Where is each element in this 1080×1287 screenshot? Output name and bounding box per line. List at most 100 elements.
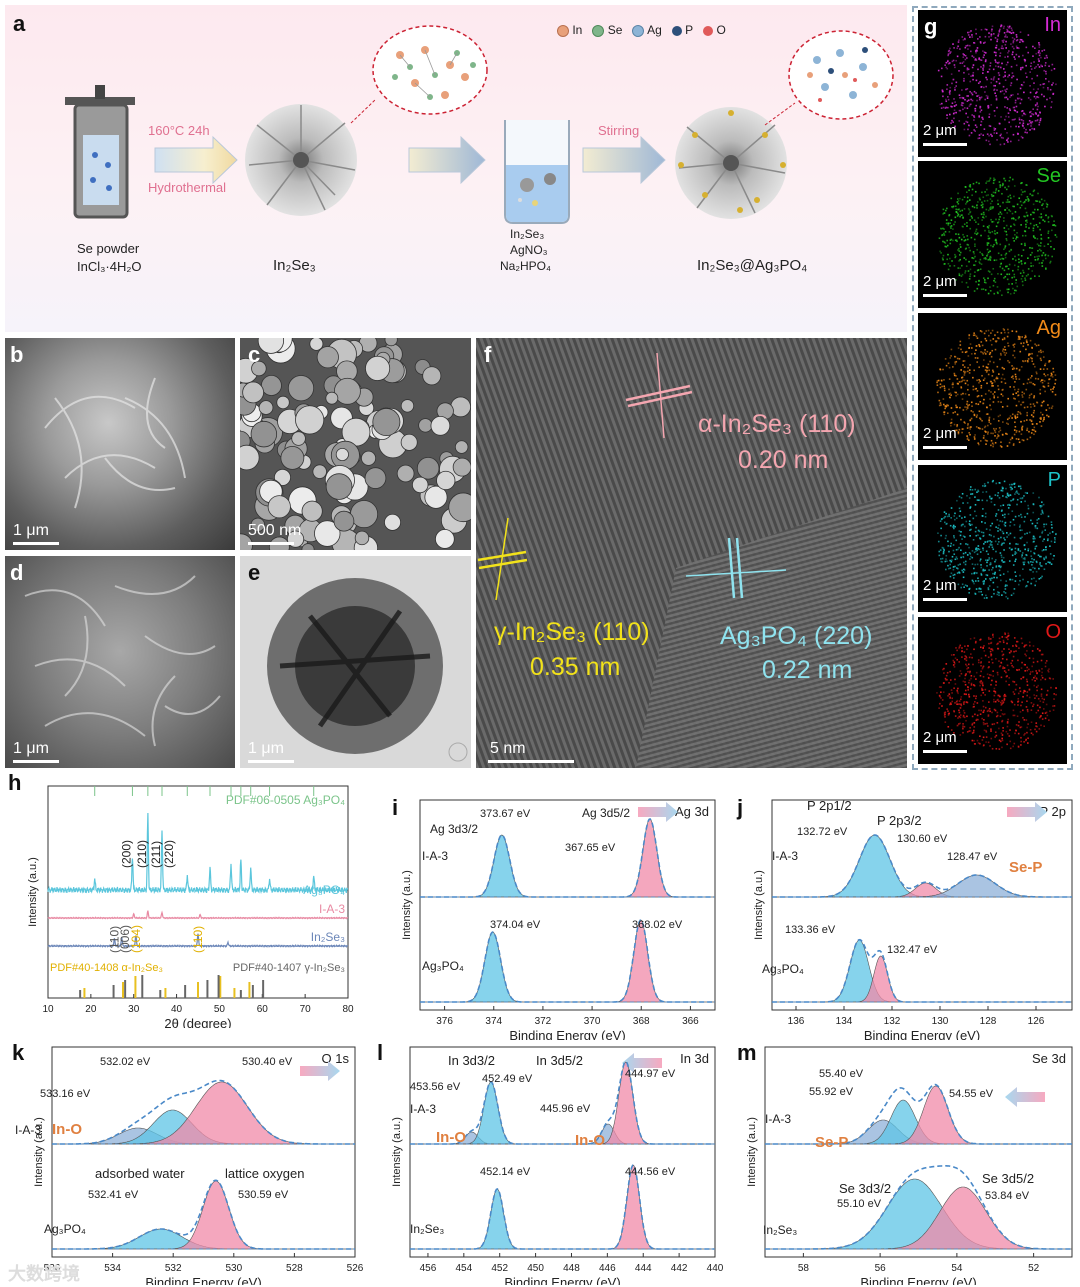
eds-dot (996, 106, 998, 109)
eds-dot (1032, 194, 1034, 197)
eds-dot (1050, 540, 1053, 543)
eds-dot (952, 577, 955, 579)
eds-dot (1011, 365, 1013, 367)
eds-dot (1030, 115, 1032, 118)
eds-dot (989, 404, 991, 407)
eds-dot (997, 415, 1000, 418)
eds-dot (1052, 705, 1054, 707)
eds-dot (979, 588, 982, 590)
eds-dot (968, 124, 970, 127)
shift-arrow (622, 1053, 662, 1073)
eds-dot (1019, 711, 1022, 713)
eds-dot (991, 349, 994, 352)
eds-dot (966, 88, 969, 90)
eds-dot (1033, 552, 1036, 555)
eds-dot (950, 418, 953, 421)
eds-dot (991, 207, 994, 210)
eds-dot (952, 228, 954, 230)
eds-scale-label: 2 μm (923, 577, 957, 594)
eds-dot (982, 225, 985, 227)
eds-dot (968, 681, 970, 684)
legend-in: In (557, 23, 582, 37)
eds-dot (1033, 128, 1036, 131)
eds-dot (1018, 117, 1021, 119)
eds-dot (975, 678, 977, 680)
eds-dot (938, 554, 941, 557)
eds-dot (966, 121, 969, 124)
eds-dot (956, 425, 958, 428)
eds-dot (974, 190, 977, 193)
eds-dot (971, 732, 974, 734)
eds-dot (988, 533, 991, 536)
eds-dot (976, 714, 979, 717)
eds-dot (1052, 82, 1054, 84)
eds-dot (1028, 381, 1031, 384)
eds-dot (1029, 377, 1032, 379)
eds-dot (978, 343, 980, 346)
eds-dot (1045, 711, 1048, 714)
eds-dot (993, 230, 996, 232)
eds-dot (1018, 369, 1021, 372)
eds-dot (1003, 269, 1006, 272)
xps-label: Se-P (815, 1134, 848, 1151)
eds-dot (1020, 182, 1022, 185)
eds-dot (1017, 338, 1020, 341)
eds-dot (974, 245, 976, 247)
eds-dot (947, 567, 950, 570)
eds-dot (1016, 39, 1019, 41)
eds-dot (1009, 740, 1012, 743)
eds-dot (977, 534, 979, 536)
eds-dot (1035, 423, 1038, 425)
panel-label-k: k (12, 1040, 25, 1065)
eds-dot (1041, 204, 1043, 207)
sem-particle (316, 346, 339, 369)
eds-dot (961, 102, 963, 104)
eds-dot (1012, 443, 1015, 445)
eds-dot (1039, 119, 1042, 122)
eds-dot (1012, 258, 1014, 260)
eds-dot (988, 224, 990, 227)
eds-dot (1014, 560, 1016, 563)
eds-dot (1012, 709, 1015, 712)
eds-dot (1039, 111, 1041, 114)
plot-frame (51, 1046, 356, 1258)
panel-label-c: c (248, 342, 261, 367)
eds-dot (977, 545, 980, 547)
eds-dot (990, 355, 993, 358)
eds-dot (1006, 433, 1008, 435)
eds-dot (969, 185, 972, 188)
eds-dot (1019, 206, 1022, 209)
eds-dot (979, 537, 981, 539)
eds-dot (973, 739, 975, 742)
eds-dot (963, 65, 966, 67)
eds-dot (966, 715, 968, 718)
eds-dot (949, 697, 951, 699)
eds-dot (1012, 217, 1015, 220)
eds-dot (1020, 255, 1023, 257)
eds-dot (1020, 537, 1022, 540)
eds-dot (939, 520, 942, 522)
eds-dot (995, 54, 997, 57)
eds-dot (1043, 380, 1046, 382)
eds-dot (1024, 277, 1026, 280)
eds-dot (969, 428, 972, 430)
eds-dot (1006, 139, 1008, 142)
eds-dot (1002, 421, 1004, 423)
eds-dot (973, 436, 976, 438)
eds-dot (971, 36, 974, 38)
eds-dot (955, 208, 958, 211)
eds-dot (1008, 25, 1011, 28)
eds-dot (1026, 666, 1028, 669)
eds-dot (943, 241, 946, 243)
eds-dot (1042, 356, 1045, 358)
eds-dot (982, 196, 985, 199)
eds-dot (981, 206, 984, 209)
eds-dot (971, 217, 974, 219)
eds-dot (1036, 672, 1038, 675)
eds-dot (1003, 39, 1005, 42)
eds-dot (986, 565, 988, 567)
eds-dot (1046, 714, 1049, 717)
eds-dot (973, 437, 976, 440)
eds-dot (997, 213, 1000, 215)
eds-dot (1041, 265, 1044, 267)
